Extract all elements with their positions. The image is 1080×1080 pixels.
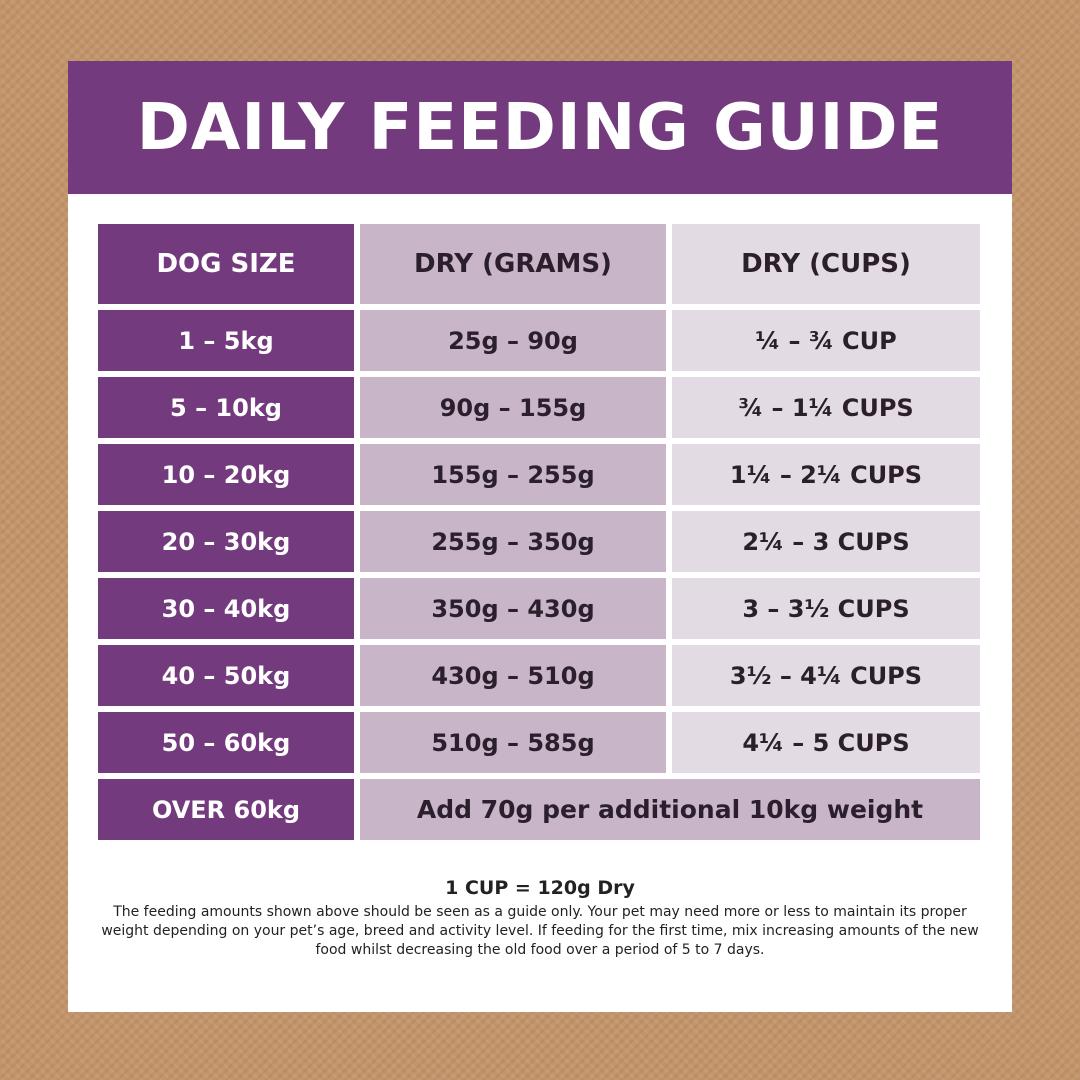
table-row: 30 – 40kg 350g – 430g 3 – 3½ CUPS bbox=[98, 578, 980, 639]
column-header: DRY (CUPS) bbox=[672, 224, 980, 304]
cell: 3½ – 4¼ CUPS bbox=[672, 645, 980, 706]
title: DAILY FEEDING GUIDE bbox=[68, 61, 1012, 194]
table-row: 5 – 10kg 90g – 155g ¾ – 1¼ CUPS bbox=[98, 377, 980, 438]
header-row: DOG SIZE DRY (GRAMS) DRY (CUPS) bbox=[98, 224, 980, 304]
cell: 510g – 585g bbox=[360, 712, 666, 773]
cell: 2¼ – 3 CUPS bbox=[672, 511, 980, 572]
cell: 25g – 90g bbox=[360, 310, 666, 371]
conversion: 1 CUP = 120g Dry bbox=[445, 877, 635, 899]
cell: OVER 60kg bbox=[98, 779, 354, 840]
cell: 90g – 155g bbox=[360, 377, 666, 438]
cell: ¾ – 1¼ CUPS bbox=[672, 377, 980, 438]
card: DAILY FEEDING GUIDE DOG SIZE DRY (GRAMS) D… bbox=[68, 61, 1012, 1012]
cell: 10 – 20kg bbox=[98, 444, 354, 505]
notes: 1 CUP = 120g Dry The feeding amounts sho… bbox=[98, 877, 982, 960]
cell: 30 – 40kg bbox=[98, 578, 354, 639]
cell: Add 70g per additional 10kg weight bbox=[360, 779, 980, 840]
table-row: 1 – 5kg 25g – 90g ¼ – ¾ CUP bbox=[98, 310, 980, 371]
cell: 20 – 30kg bbox=[98, 511, 354, 572]
table-row: 20 – 30kg 255g – 350g 2¼ – 3 CUPS bbox=[98, 511, 980, 572]
table-row: 10 – 20kg 155g – 255g 1¼ – 2¼ CUPS bbox=[98, 444, 980, 505]
cell: 3 – 3½ CUPS bbox=[672, 578, 980, 639]
cell: 4¼ – 5 CUPS bbox=[672, 712, 980, 773]
cell: 1 – 5kg bbox=[98, 310, 354, 371]
cell: 40 – 50kg bbox=[98, 645, 354, 706]
column-header: DRY (GRAMS) bbox=[360, 224, 666, 304]
disclaimer: The feeding amounts shown above should b… bbox=[101, 904, 979, 958]
cell: 430g – 510g bbox=[360, 645, 666, 706]
table-row: 40 – 50kg 430g – 510g 3½ – 4¼ CUPS bbox=[98, 645, 980, 706]
cell: 255g – 350g bbox=[360, 511, 666, 572]
table-row: 50 – 60kg 510g – 585g 4¼ – 5 CUPS bbox=[98, 712, 980, 773]
cell: 155g – 255g bbox=[360, 444, 666, 505]
cell: ¼ – ¾ CUP bbox=[672, 310, 980, 371]
table: DOG SIZE DRY (GRAMS) DRY (CUPS) 1 – 5kg 25g … bbox=[98, 224, 980, 846]
table-row: OVER 60kg Add 70g per additional 10kg wei… bbox=[98, 779, 980, 840]
cell: 50 – 60kg bbox=[98, 712, 354, 773]
column-header: DOG SIZE bbox=[98, 224, 354, 304]
cell: 1¼ – 2¼ CUPS bbox=[672, 444, 980, 505]
cell: 5 – 10kg bbox=[98, 377, 354, 438]
cell: 350g – 430g bbox=[360, 578, 666, 639]
